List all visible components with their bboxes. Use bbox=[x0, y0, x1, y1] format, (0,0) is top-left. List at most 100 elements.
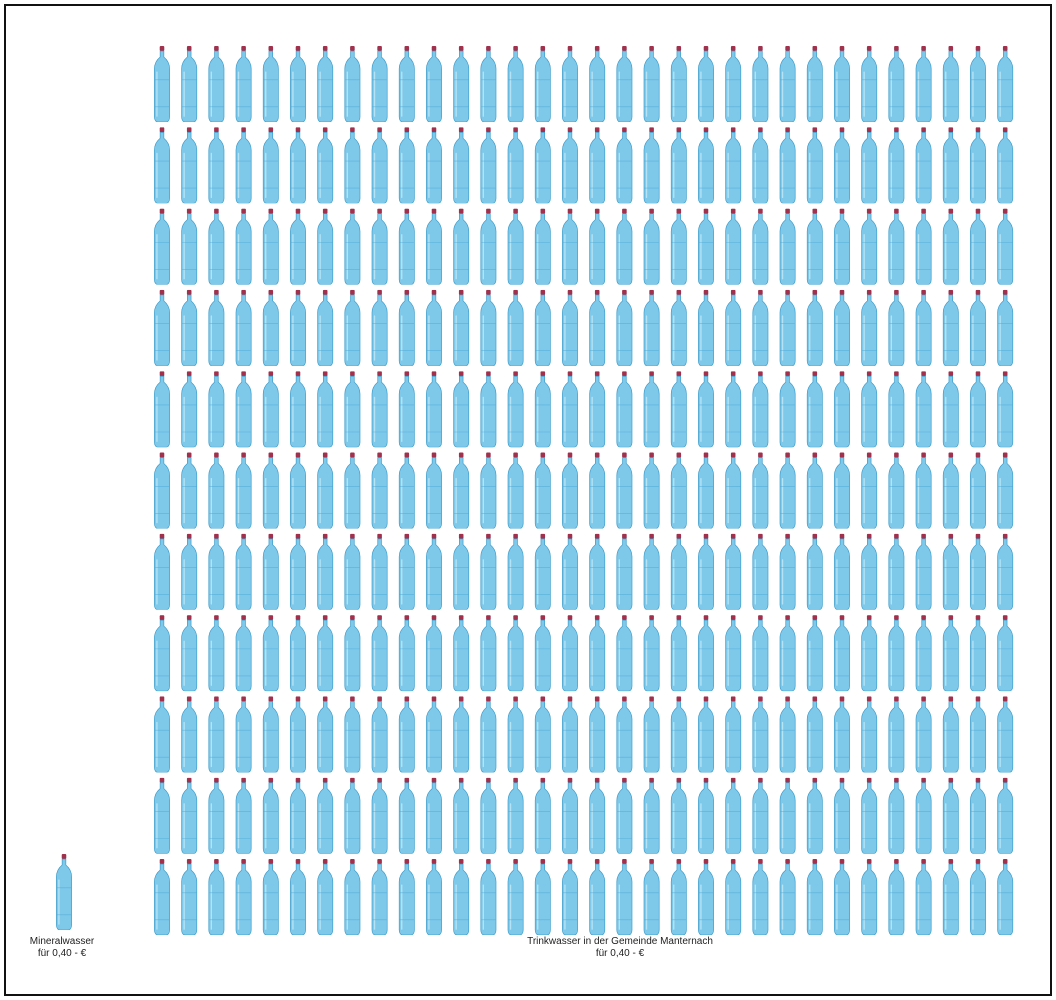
bottle-icon bbox=[670, 127, 688, 204]
bottle-icon bbox=[507, 452, 525, 529]
bottle-icon bbox=[153, 208, 171, 285]
bottle-icon bbox=[888, 533, 905, 610]
bottle-icon bbox=[779, 289, 796, 366]
bottle-icon bbox=[479, 533, 497, 610]
bottle-icon bbox=[643, 127, 660, 204]
bottle-icon bbox=[262, 859, 280, 935]
bottle-icon bbox=[779, 777, 796, 854]
bottle-icon bbox=[371, 452, 389, 529]
bottle-icon bbox=[724, 127, 742, 204]
bottle-icon bbox=[915, 127, 932, 204]
bottle-icon bbox=[670, 696, 688, 773]
bottle-icon bbox=[860, 452, 878, 529]
bottle-icon bbox=[670, 777, 688, 854]
bottle-icon bbox=[561, 859, 579, 935]
bottle-icon bbox=[235, 533, 253, 610]
bottle-icon bbox=[425, 859, 443, 935]
bottle-icon bbox=[180, 777, 198, 854]
bottle-icon bbox=[588, 533, 606, 610]
bottle-icon bbox=[561, 208, 579, 285]
bottle-icon bbox=[616, 208, 633, 285]
bottle-icon bbox=[235, 371, 253, 448]
mineralwasser-price: für 0,40 - € bbox=[37, 948, 87, 959]
bottle-icon bbox=[207, 696, 225, 773]
bottle-icon bbox=[235, 46, 253, 122]
bottle-icon bbox=[479, 615, 497, 692]
bottle-icon bbox=[860, 859, 878, 935]
bottle-icon bbox=[235, 127, 253, 204]
bottle-icon bbox=[316, 615, 334, 692]
bottle-icon bbox=[724, 777, 742, 854]
bottle-icon bbox=[806, 452, 824, 529]
bottle-icon bbox=[616, 127, 633, 204]
bottle-icon bbox=[507, 127, 525, 204]
bottle-icon bbox=[262, 777, 280, 854]
bottle-icon bbox=[207, 46, 225, 122]
bottle-icon bbox=[616, 859, 633, 935]
bottle-icon bbox=[207, 208, 225, 285]
bottle-icon bbox=[180, 696, 198, 773]
bottle-icon bbox=[996, 289, 1014, 366]
bottle-icon bbox=[670, 208, 688, 285]
bottle-icon bbox=[316, 46, 334, 122]
bottle-icon bbox=[262, 127, 280, 204]
bottle-icon bbox=[371, 615, 389, 692]
bottle-icon bbox=[996, 127, 1014, 204]
bottle-icon bbox=[262, 46, 280, 122]
bottle-icon bbox=[697, 289, 715, 366]
bottle-icon bbox=[670, 615, 688, 692]
bottle-icon bbox=[806, 289, 824, 366]
bottle-icon bbox=[561, 777, 579, 854]
bottle-icon bbox=[697, 777, 715, 854]
bottle-icon bbox=[398, 208, 416, 285]
bottle-icon bbox=[561, 533, 579, 610]
bottle-icon bbox=[588, 696, 606, 773]
bottle-icon bbox=[670, 452, 688, 529]
bottle-icon bbox=[343, 615, 361, 692]
bottle-icon bbox=[996, 452, 1014, 529]
bottle-icon bbox=[235, 696, 253, 773]
bottle-icon bbox=[588, 371, 606, 448]
bottle-icon bbox=[289, 127, 307, 204]
bottle-icon bbox=[588, 46, 606, 122]
bottle-icon bbox=[643, 859, 660, 935]
bottle-icon bbox=[235, 289, 253, 366]
bottle-icon bbox=[588, 127, 606, 204]
bottle-icon bbox=[343, 533, 361, 610]
bottle-icon bbox=[996, 859, 1014, 935]
bottle-icon bbox=[806, 371, 824, 448]
bottle-icon bbox=[942, 208, 960, 285]
bottle-icon bbox=[398, 371, 416, 448]
bottle-icon bbox=[942, 46, 960, 122]
bottle-icon bbox=[752, 46, 769, 122]
bottle-icon bbox=[316, 371, 334, 448]
bottle-icon bbox=[289, 371, 307, 448]
bottle-icon bbox=[616, 452, 633, 529]
bottle-icon bbox=[55, 854, 73, 930]
bottle-icon bbox=[996, 615, 1014, 692]
bottle-icon bbox=[180, 615, 198, 692]
bottle-icon bbox=[724, 859, 742, 935]
bottle-icon bbox=[425, 777, 443, 854]
bottle-icon bbox=[888, 615, 905, 692]
bottle-icon bbox=[235, 777, 253, 854]
bottle-icon bbox=[479, 371, 497, 448]
bottle-icon bbox=[425, 289, 443, 366]
bottle-icon bbox=[507, 371, 525, 448]
bottle-icon bbox=[752, 533, 769, 610]
bottle-icon bbox=[616, 615, 633, 692]
bottle-icon bbox=[588, 289, 606, 366]
bottle-icon bbox=[806, 859, 824, 935]
bottle-icon bbox=[180, 533, 198, 610]
bottle-icon bbox=[235, 615, 253, 692]
bottle-icon bbox=[969, 859, 987, 935]
bottle-icon bbox=[752, 696, 769, 773]
bottle-icon bbox=[316, 777, 334, 854]
bottle-icon bbox=[534, 777, 552, 854]
bottle-icon bbox=[996, 533, 1014, 610]
bottle-icon bbox=[779, 533, 796, 610]
bottle-icon bbox=[371, 127, 389, 204]
bottle-icon bbox=[479, 452, 497, 529]
bottle-icon bbox=[724, 208, 742, 285]
bottle-icon bbox=[479, 859, 497, 935]
